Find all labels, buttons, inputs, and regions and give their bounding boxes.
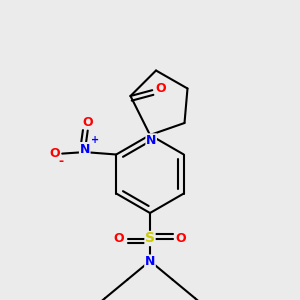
Text: N: N <box>80 142 90 156</box>
Text: -: - <box>58 155 63 169</box>
Text: O: O <box>50 147 60 160</box>
Text: O: O <box>155 82 166 95</box>
Text: N: N <box>145 255 155 268</box>
Text: S: S <box>145 232 155 245</box>
Text: O: O <box>176 232 186 245</box>
Text: +: + <box>91 135 100 145</box>
Text: O: O <box>114 232 124 245</box>
Text: O: O <box>82 116 93 129</box>
Text: N: N <box>146 134 156 147</box>
